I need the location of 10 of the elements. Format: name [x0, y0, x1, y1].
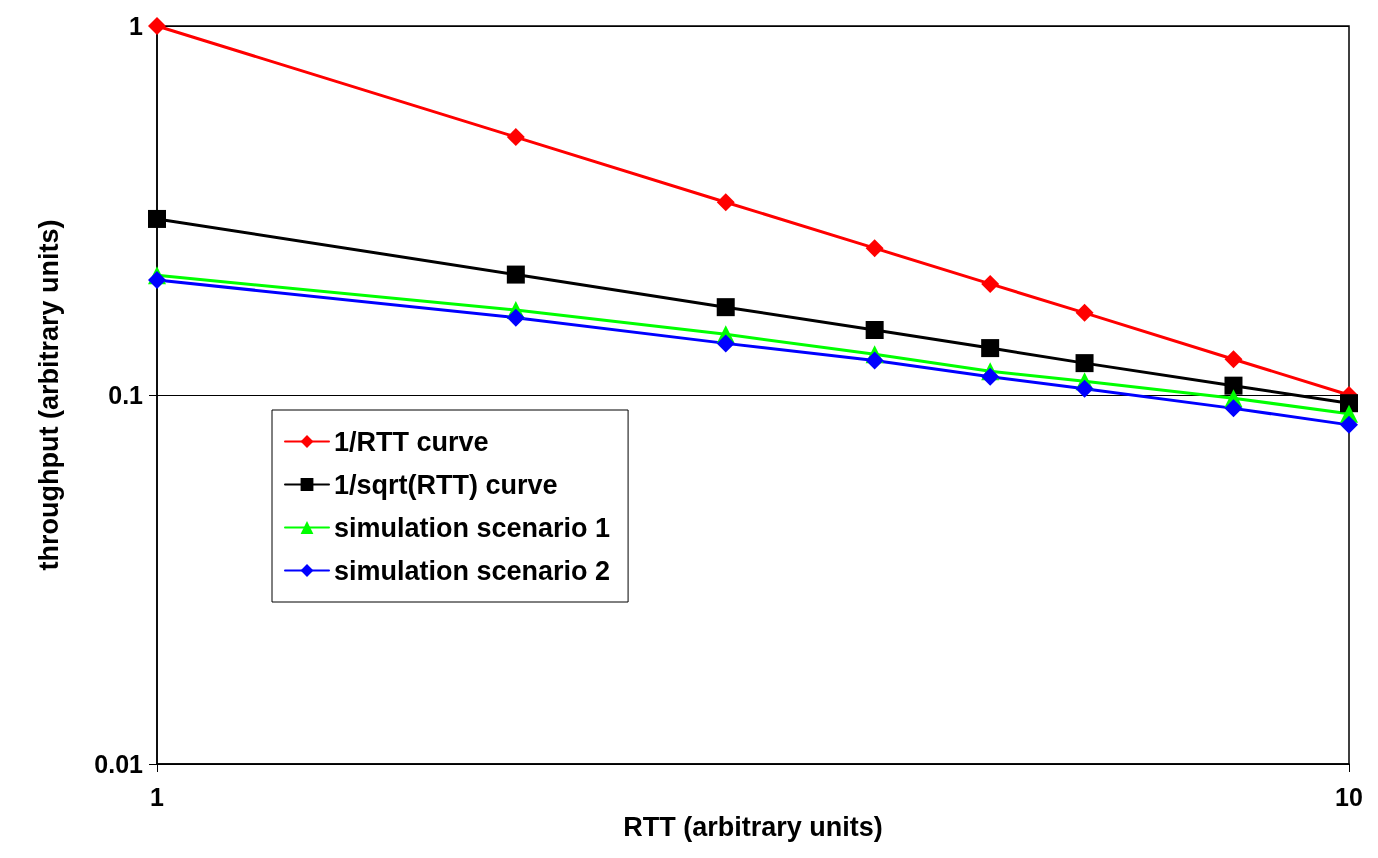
x-tick-label: 10 [1335, 782, 1363, 811]
y-tick-label: 0.1 [108, 381, 144, 409]
legend-label: simulation scenario 2 [334, 555, 611, 586]
y-tick-label: 1 [129, 12, 144, 40]
y-tick-label: 0.01 [94, 750, 144, 778]
legend-label: 1/sqrt(RTT) curve [334, 469, 558, 500]
x-axis-title: RTT (arbitrary units) [623, 812, 883, 843]
legend-label: 1/RTT curve [334, 426, 489, 457]
y-axis-title: throughput (arbitrary units) [33, 219, 64, 571]
legend-label: simulation scenario 1 [334, 512, 611, 543]
